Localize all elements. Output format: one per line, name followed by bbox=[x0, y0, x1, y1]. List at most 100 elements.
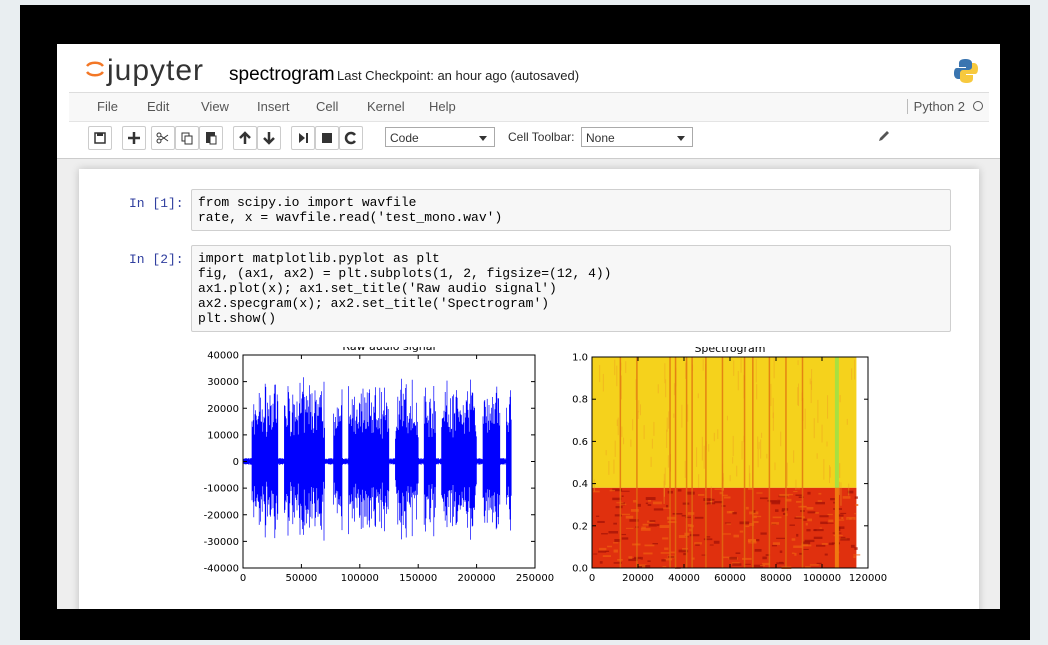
spectrogram-speck bbox=[673, 513, 683, 515]
x-tick-label: 0 bbox=[240, 573, 246, 584]
cell-type-select[interactable]: Code bbox=[385, 127, 495, 147]
spectrogram-speck bbox=[640, 404, 641, 415]
run-button[interactable] bbox=[291, 126, 315, 150]
spectrogram-speck bbox=[685, 461, 686, 478]
spectrogram-speck bbox=[625, 361, 626, 373]
menu-item[interactable]: Edit bbox=[147, 99, 169, 114]
spectrogram-speck bbox=[773, 517, 782, 519]
spectrogram-speck bbox=[632, 419, 633, 430]
x-tick-label: 120000 bbox=[849, 573, 887, 584]
logo-text[interactable]: jupyter bbox=[107, 54, 204, 88]
spectrogram-band bbox=[669, 357, 671, 568]
cell-toolbar-label: Cell Toolbar: bbox=[508, 130, 574, 144]
spectrogram-speck bbox=[649, 524, 657, 527]
x-tick-label: 0 bbox=[589, 573, 595, 584]
spectrogram-speck bbox=[770, 384, 771, 406]
menu-item[interactable]: Help bbox=[429, 99, 456, 114]
spectrogram-speck bbox=[758, 449, 759, 467]
spectrogram-speck bbox=[738, 371, 739, 390]
spectrogram-speck bbox=[622, 495, 624, 497]
y-tick-label: -40000 bbox=[204, 564, 239, 575]
spectrogram-speck bbox=[854, 359, 855, 379]
x-tick-label: 50000 bbox=[285, 573, 317, 584]
spectrogram-speck bbox=[646, 503, 648, 504]
x-tick-label: 100000 bbox=[803, 573, 841, 584]
notebook-window: jupyter spectrogram Last Checkpoint: an … bbox=[57, 44, 1000, 609]
spectrogram-speck bbox=[698, 393, 699, 398]
spectrogram-speck bbox=[732, 457, 733, 463]
spectrogram-speck bbox=[774, 463, 775, 471]
spectrogram-speck bbox=[714, 541, 720, 544]
spectrogram-speck bbox=[657, 524, 660, 526]
spectrogram-speck bbox=[806, 523, 808, 526]
copy-button[interactable] bbox=[175, 126, 199, 150]
add-cell-button[interactable] bbox=[122, 126, 146, 150]
spectrogram-speck bbox=[760, 532, 766, 534]
spectrogram-speck bbox=[598, 551, 606, 553]
spectrogram-speck bbox=[648, 500, 651, 502]
notebook-name[interactable]: spectrogram bbox=[229, 64, 335, 86]
spectrogram-band bbox=[785, 357, 787, 568]
spectrogram-speck bbox=[622, 537, 628, 539]
y-tick-label: 40000 bbox=[207, 351, 239, 362]
spectrogram-band bbox=[705, 357, 707, 568]
spectrogram-speck bbox=[599, 548, 606, 550]
spectrogram-speck bbox=[843, 496, 851, 499]
menu-item[interactable]: File bbox=[97, 99, 118, 114]
spectrogram-speck bbox=[717, 429, 718, 439]
code-line: import matplotlib.pyplot as plt bbox=[198, 251, 944, 266]
spectrogram-speck bbox=[789, 525, 794, 526]
spectrogram-speck bbox=[615, 441, 616, 457]
spectrogram-speck bbox=[798, 360, 799, 365]
spectrogram-speck bbox=[759, 442, 760, 449]
python-logo bbox=[953, 58, 979, 84]
spectrogram-band bbox=[691, 357, 693, 568]
spectrogram-speck bbox=[776, 538, 785, 539]
spectrogram-speck bbox=[696, 447, 697, 467]
y-tick-label: -10000 bbox=[204, 484, 239, 495]
restart-button[interactable] bbox=[339, 126, 363, 150]
stop-button[interactable] bbox=[315, 126, 339, 150]
spectrogram-speck bbox=[666, 430, 667, 448]
spectrogram-speck bbox=[662, 537, 668, 539]
spectrogram-speck bbox=[820, 522, 827, 524]
spectrogram-speck bbox=[757, 436, 758, 449]
spectrogram-band bbox=[752, 357, 754, 568]
spectrogram-speck bbox=[742, 558, 752, 560]
spectrogram-speck bbox=[726, 523, 731, 524]
spectrogram-speck bbox=[621, 375, 622, 399]
cell-toolbar-select[interactable]: None bbox=[581, 127, 693, 147]
menu-item[interactable]: Kernel bbox=[367, 99, 405, 114]
spectrogram-speck bbox=[610, 490, 615, 491]
spectrogram-speck bbox=[733, 360, 734, 375]
menu-item[interactable]: Cell bbox=[316, 99, 338, 114]
spectrogram-speck bbox=[618, 418, 619, 436]
spectrogram-speck bbox=[793, 491, 797, 492]
spectrogram-speck bbox=[688, 512, 694, 515]
spectrogram-speck bbox=[822, 543, 828, 545]
spectrogram-speck bbox=[792, 553, 795, 554]
spectrogram-high bbox=[592, 357, 856, 488]
spectrogram-speck bbox=[652, 439, 653, 449]
spectrogram-speck bbox=[628, 556, 632, 559]
chart-title: Raw audio signal bbox=[342, 347, 435, 353]
spectrogram-speck bbox=[775, 509, 778, 512]
menu-item[interactable]: View bbox=[201, 99, 229, 114]
spectrogram-speck bbox=[733, 436, 734, 456]
page: {"header": {"logo": "jupyter", "notebook… bbox=[0, 0, 1048, 645]
move-down-button[interactable] bbox=[257, 126, 281, 150]
spectrogram-speck bbox=[760, 497, 768, 499]
spectrogram-speck bbox=[772, 545, 777, 546]
menu-item[interactable]: Insert bbox=[257, 99, 290, 114]
move-up-button[interactable] bbox=[233, 126, 257, 150]
spectrogram-speck bbox=[780, 432, 781, 447]
paste-button[interactable] bbox=[199, 126, 223, 150]
spectrogram-speck bbox=[793, 450, 794, 462]
cut-button[interactable] bbox=[151, 126, 175, 150]
spectrogram-speck bbox=[608, 461, 609, 475]
kernel-indicator bbox=[973, 101, 983, 111]
save-button[interactable] bbox=[88, 126, 112, 150]
